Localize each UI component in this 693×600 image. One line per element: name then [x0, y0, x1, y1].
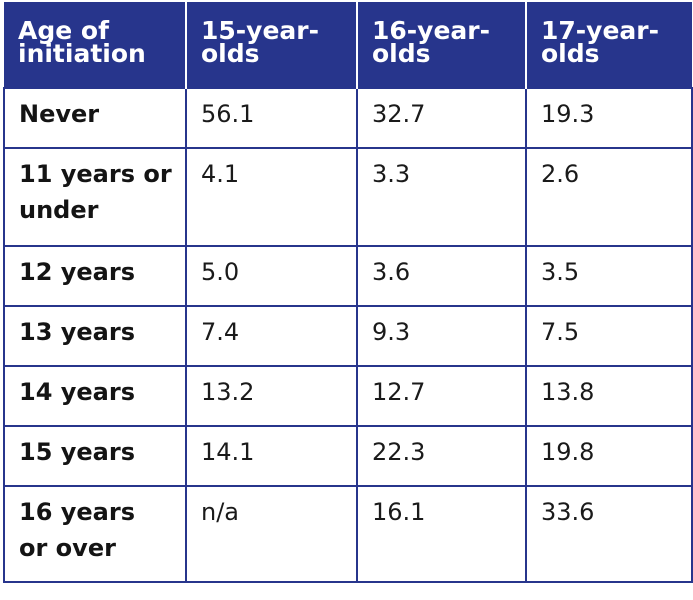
row-label-line: 12 years	[19, 258, 135, 286]
row-label-line: Never	[19, 100, 100, 128]
table-row-11-or-under: 11 years or under 4.1 3.3 2.6	[3, 147, 693, 247]
cell-17-year-olds: 33.6	[525, 485, 693, 583]
table-row-13-years: 13 years 7.4 9.3 7.5	[3, 305, 693, 367]
row-label-line: or over	[19, 534, 116, 562]
table-row-12-years: 12 years 5.0 3.6 3.5	[3, 245, 693, 307]
row-label: 12 years	[3, 245, 187, 307]
row-label: 15 years	[3, 425, 187, 487]
header-age-of-initiation: Age of initiation	[4, 2, 186, 88]
row-label-line: 14 years	[19, 378, 135, 406]
table-row-15-years: 15 years 14.1 22.3 19.8	[3, 425, 693, 487]
header-line: 15-year-	[201, 16, 319, 45]
cell-16-year-olds: 22.3	[356, 425, 527, 487]
row-label: 11 years or under	[3, 147, 187, 247]
cell-17-year-olds: 7.5	[525, 305, 693, 367]
cell-16-year-olds: 16.1	[356, 485, 527, 583]
row-label-line: 16 years	[19, 498, 135, 526]
header-15-year-olds: 15-year- olds	[185, 2, 357, 88]
row-label: 14 years	[3, 365, 187, 427]
table-row-14-years: 14 years 13.2 12.7 13.8	[3, 365, 693, 427]
cell-16-year-olds: 12.7	[356, 365, 527, 427]
cell-15-year-olds: 7.4	[185, 305, 358, 367]
table-row-16-or-over: 16 years or over n/a 16.1 33.6	[3, 485, 693, 583]
header-line: olds	[201, 39, 260, 68]
cell-17-year-olds: 13.8	[525, 365, 693, 427]
cell-16-year-olds: 32.7	[356, 87, 527, 149]
cell-16-year-olds: 3.6	[356, 245, 527, 307]
header-line: 16-year-	[372, 16, 490, 45]
cell-17-year-olds: 2.6	[525, 147, 693, 247]
cell-17-year-olds: 19.8	[525, 425, 693, 487]
cell-16-year-olds: 9.3	[356, 305, 527, 367]
row-label: Never	[3, 87, 187, 149]
row-label-line: 15 years	[19, 438, 135, 466]
header-line: olds	[372, 39, 431, 68]
table-row-never: Never 56.1 32.7 19.3	[3, 87, 693, 149]
cell-15-year-olds: 14.1	[185, 425, 358, 487]
cell-16-year-olds: 3.3	[356, 147, 527, 247]
cell-15-year-olds: n/a	[185, 485, 358, 583]
header-line: Age of	[18, 16, 109, 45]
cell-15-year-olds: 4.1	[185, 147, 358, 247]
header-row: Age of initiation 15-year- olds 16-year-…	[4, 2, 692, 88]
cell-17-year-olds: 3.5	[525, 245, 693, 307]
row-label: 13 years	[3, 305, 187, 367]
header-line: 17-year-	[541, 16, 659, 45]
header-16-year-olds: 16-year- olds	[356, 2, 526, 88]
cell-15-year-olds: 13.2	[185, 365, 358, 427]
cell-15-year-olds: 56.1	[185, 87, 358, 149]
row-label: 16 years or over	[3, 485, 187, 583]
header-line: initiation	[18, 39, 146, 68]
header-17-year-olds: 17-year- olds	[525, 2, 692, 88]
cell-15-year-olds: 5.0	[185, 245, 358, 307]
row-label-line: under	[19, 196, 99, 224]
row-label-line: 13 years	[19, 318, 135, 346]
row-label-line: 11 years or	[19, 160, 172, 188]
header-line: olds	[541, 39, 600, 68]
cell-17-year-olds: 19.3	[525, 87, 693, 149]
age-of-initiation-table: Age of initiation 15-year- olds 16-year-…	[3, 2, 693, 583]
